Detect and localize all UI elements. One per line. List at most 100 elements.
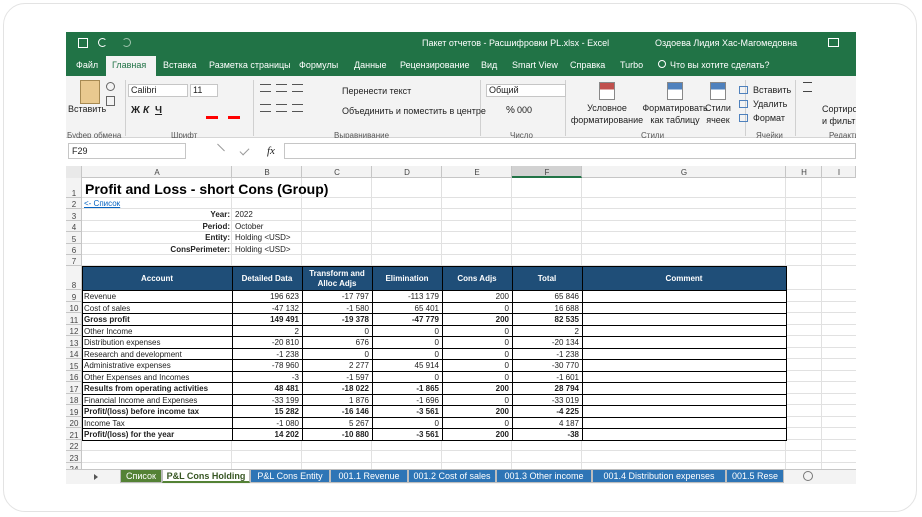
ribbon-tab[interactable]: Формулы <box>299 60 339 70</box>
ribbon-tab[interactable]: Smart View <box>512 60 558 70</box>
row-number[interactable]: 12 <box>69 327 79 337</box>
ribbon-tab[interactable]: Turbo <box>620 60 644 70</box>
ribbon-tab[interactable]: Файл <box>76 60 99 70</box>
fx-button[interactable]: fx <box>267 145 275 157</box>
table-value: Research and development <box>84 349 182 359</box>
row-number[interactable]: 21 <box>69 430 79 440</box>
column-header[interactable]: B <box>264 168 270 177</box>
cells-button[interactable]: Формат <box>753 113 785 123</box>
column-header[interactable]: D <box>404 168 410 177</box>
cells-button[interactable]: Вставить <box>753 85 792 95</box>
ribbon-tab[interactable]: Данные <box>354 60 387 70</box>
sheet-tab-label[interactable]: 001.1 Revenue <box>338 471 400 481</box>
row-number[interactable]: 2 <box>71 200 77 210</box>
ribbon-tab[interactable]: Вид <box>481 60 498 70</box>
row-number[interactable]: 7 <box>71 257 77 267</box>
column-header[interactable]: E <box>474 168 480 177</box>
sheet-tab-label[interactable]: 001.3 Other income <box>504 471 584 481</box>
table-value: 200 <box>495 430 509 440</box>
table-value: 0 <box>504 326 509 336</box>
style-button[interactable]: Условное <box>587 103 627 113</box>
underline-button[interactable]: Ч <box>155 105 163 116</box>
style-button[interactable]: форматирование <box>570 115 644 125</box>
wrap-text[interactable]: Перенести текст <box>342 86 412 96</box>
number-format[interactable]: Общий <box>489 85 519 95</box>
row-number[interactable]: 22 <box>69 442 79 452</box>
table-value: 5 267 <box>348 418 369 428</box>
row-number[interactable]: 14 <box>69 350 79 360</box>
param-label: ConsPerimeter: <box>170 244 230 254</box>
corner-cell <box>66 166 82 178</box>
row-number[interactable]: 6 <box>71 246 77 255</box>
italic-button[interactable]: К <box>143 105 150 116</box>
row-number[interactable]: 11 <box>69 315 79 325</box>
ribbon-tab[interactable]: Вставка <box>163 60 197 70</box>
grid-row-line <box>82 461 856 463</box>
style-button[interactable]: Форматировать <box>642 103 708 113</box>
column-header[interactable]: I <box>837 168 841 177</box>
table-value: 65 846 <box>554 292 579 302</box>
param-value: Holding <USD> <box>235 233 291 243</box>
bold-button[interactable]: Ж <box>131 105 141 116</box>
sheet-tab-label[interactable]: 001.4 Distribution expenses <box>603 471 715 481</box>
row-number[interactable]: 3 <box>71 211 77 221</box>
font-size[interactable]: 11 <box>193 85 203 95</box>
percent-button[interactable]: % <box>506 105 515 116</box>
row-number[interactable]: 8 <box>71 281 77 291</box>
sheet-title: Profit and Loss - short Cons (Group) <box>85 181 329 197</box>
thousands-button[interactable]: 000 <box>517 105 533 115</box>
column-header[interactable]: A <box>154 168 160 177</box>
sheet-tab-label[interactable]: P&L Cons Entity <box>257 471 323 481</box>
column-header[interactable]: H <box>801 168 807 177</box>
table-value: -33 199 <box>271 395 299 405</box>
row-number[interactable]: 15 <box>69 361 79 371</box>
ribbon-tab[interactable]: Главная <box>112 60 147 70</box>
sheet-tab-label[interactable]: P&L Cons Holding <box>166 471 246 481</box>
row-number[interactable]: 1 <box>71 189 77 198</box>
sheet-tab-label[interactable]: 001.2 Cost of sales <box>413 471 491 481</box>
style-button[interactable]: как таблицу <box>650 115 700 125</box>
row-number[interactable]: 18 <box>69 396 79 406</box>
table-value: -3 561 <box>416 407 439 417</box>
sort-filter[interactable]: и фильтр <box>822 116 856 126</box>
row-number[interactable]: 17 <box>69 384 79 394</box>
add-sheet <box>803 471 813 481</box>
ribbon-tab[interactable]: Справка <box>570 60 606 70</box>
sheet-tab-label[interactable]: 001.5 Rese <box>731 471 779 481</box>
row-number[interactable]: 16 <box>69 373 79 383</box>
column-header[interactable]: G <box>680 168 688 177</box>
merge-center[interactable]: Объединить и поместить в центре <box>342 106 486 116</box>
row-number[interactable]: 10 <box>69 304 79 314</box>
style-button[interactable]: Стили <box>705 103 731 113</box>
row-number[interactable]: 23 <box>69 453 79 463</box>
style-button[interactable]: ячеек <box>706 115 730 125</box>
row-number[interactable]: 20 <box>69 419 79 429</box>
row-number[interactable]: 19 <box>69 407 79 417</box>
font-name[interactable]: Calibri <box>131 85 157 95</box>
column-header[interactable]: C <box>334 168 340 177</box>
redo-icon <box>122 38 131 47</box>
row-number[interactable]: 5 <box>71 234 77 244</box>
name-box-text[interactable]: F29 <box>72 146 88 156</box>
ribbon-tab[interactable]: Разметка страницы <box>209 60 291 70</box>
excel-window: Пакет отчетов - Расшифровки PL.xlsx - Ex… <box>66 32 856 484</box>
column-header-bg <box>82 166 232 178</box>
row-number[interactable]: 4 <box>71 223 77 233</box>
sheet-tab <box>330 469 408 483</box>
table-value: -3 561 <box>416 430 439 440</box>
back-link[interactable]: <- Список <box>84 199 121 208</box>
sort-filter[interactable]: Сортиров <box>822 104 856 114</box>
row-number[interactable]: 9 <box>71 292 77 302</box>
sheet-tab-label[interactable]: Список <box>126 471 156 481</box>
table-value: -30 770 <box>551 361 579 371</box>
column-header[interactable]: F <box>544 168 550 177</box>
table-value: -1 080 <box>276 418 299 428</box>
row-header-bg <box>66 439 82 452</box>
paste-button[interactable]: Вставить <box>68 104 107 114</box>
search-box[interactable]: Что вы хотите сделать? <box>670 60 770 70</box>
title-bar <box>66 32 856 54</box>
row-number[interactable]: 13 <box>69 338 79 348</box>
cells-button[interactable]: Удалить <box>753 99 788 109</box>
ribbon-tab[interactable]: Рецензирование <box>400 60 470 70</box>
fill-color <box>206 116 218 119</box>
